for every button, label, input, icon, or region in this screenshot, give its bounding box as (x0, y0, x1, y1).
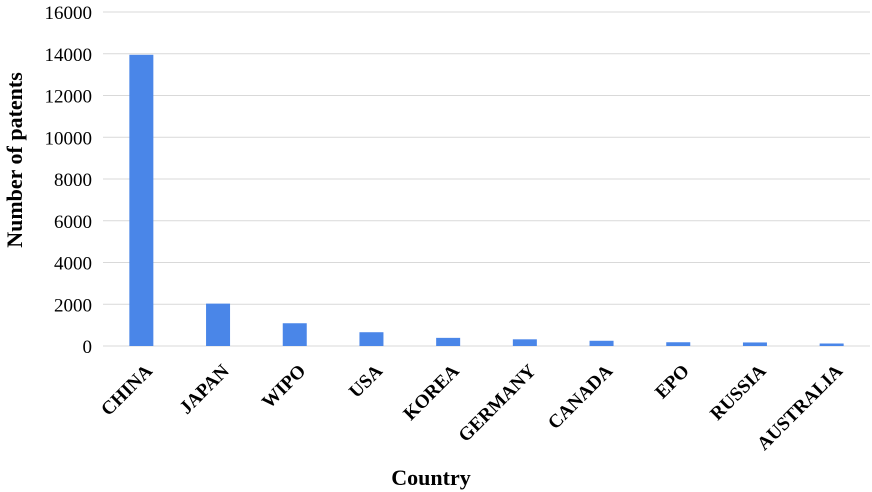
y-tick-label: 0 (83, 337, 93, 358)
gridlines (103, 11, 870, 347)
x-tick-label-canada: CANADA (544, 360, 617, 433)
y-tick-label: 16000 (45, 3, 93, 24)
x-tick-label-usa: USA (345, 360, 387, 402)
bars (129, 54, 844, 346)
bar-australia (819, 343, 844, 346)
y-tick-label: 2000 (54, 295, 92, 316)
y-axis-title: Number of patents (2, 72, 27, 248)
x-tick-label-japan: JAPAN (176, 360, 234, 418)
bar-canada (589, 340, 614, 346)
x-tick-label-wipo: WIPO (258, 361, 310, 413)
bar-usa (359, 332, 384, 346)
y-tick-label: 4000 (54, 254, 92, 275)
x-tick-label-epo: EPO (651, 361, 693, 403)
x-axis-title: Country (391, 465, 470, 490)
bar-germany (512, 339, 537, 346)
y-tick-label: 10000 (45, 128, 93, 149)
y-tick-label: 8000 (54, 170, 92, 191)
x-tick-label-china: CHINA (97, 360, 157, 420)
bar-wipo (282, 323, 307, 346)
x-tick-label-korea: KOREA (400, 360, 464, 424)
bar-china (129, 54, 154, 346)
y-tick-label: 12000 (45, 87, 93, 108)
y-tick-labels: 0 2000 4000 6000 8000 10000 12000 14000 16000 (45, 3, 93, 358)
y-tick-label: 14000 (45, 45, 93, 66)
x-tick-label-germany: GERMANY (455, 360, 541, 446)
bar-japan (206, 303, 231, 346)
bar-russia (742, 342, 767, 346)
x-tick-label-russia: RUSSIA (706, 360, 770, 424)
bar-korea (436, 337, 461, 346)
y-tick-label: 6000 (54, 212, 92, 233)
bar-epo (666, 342, 691, 346)
